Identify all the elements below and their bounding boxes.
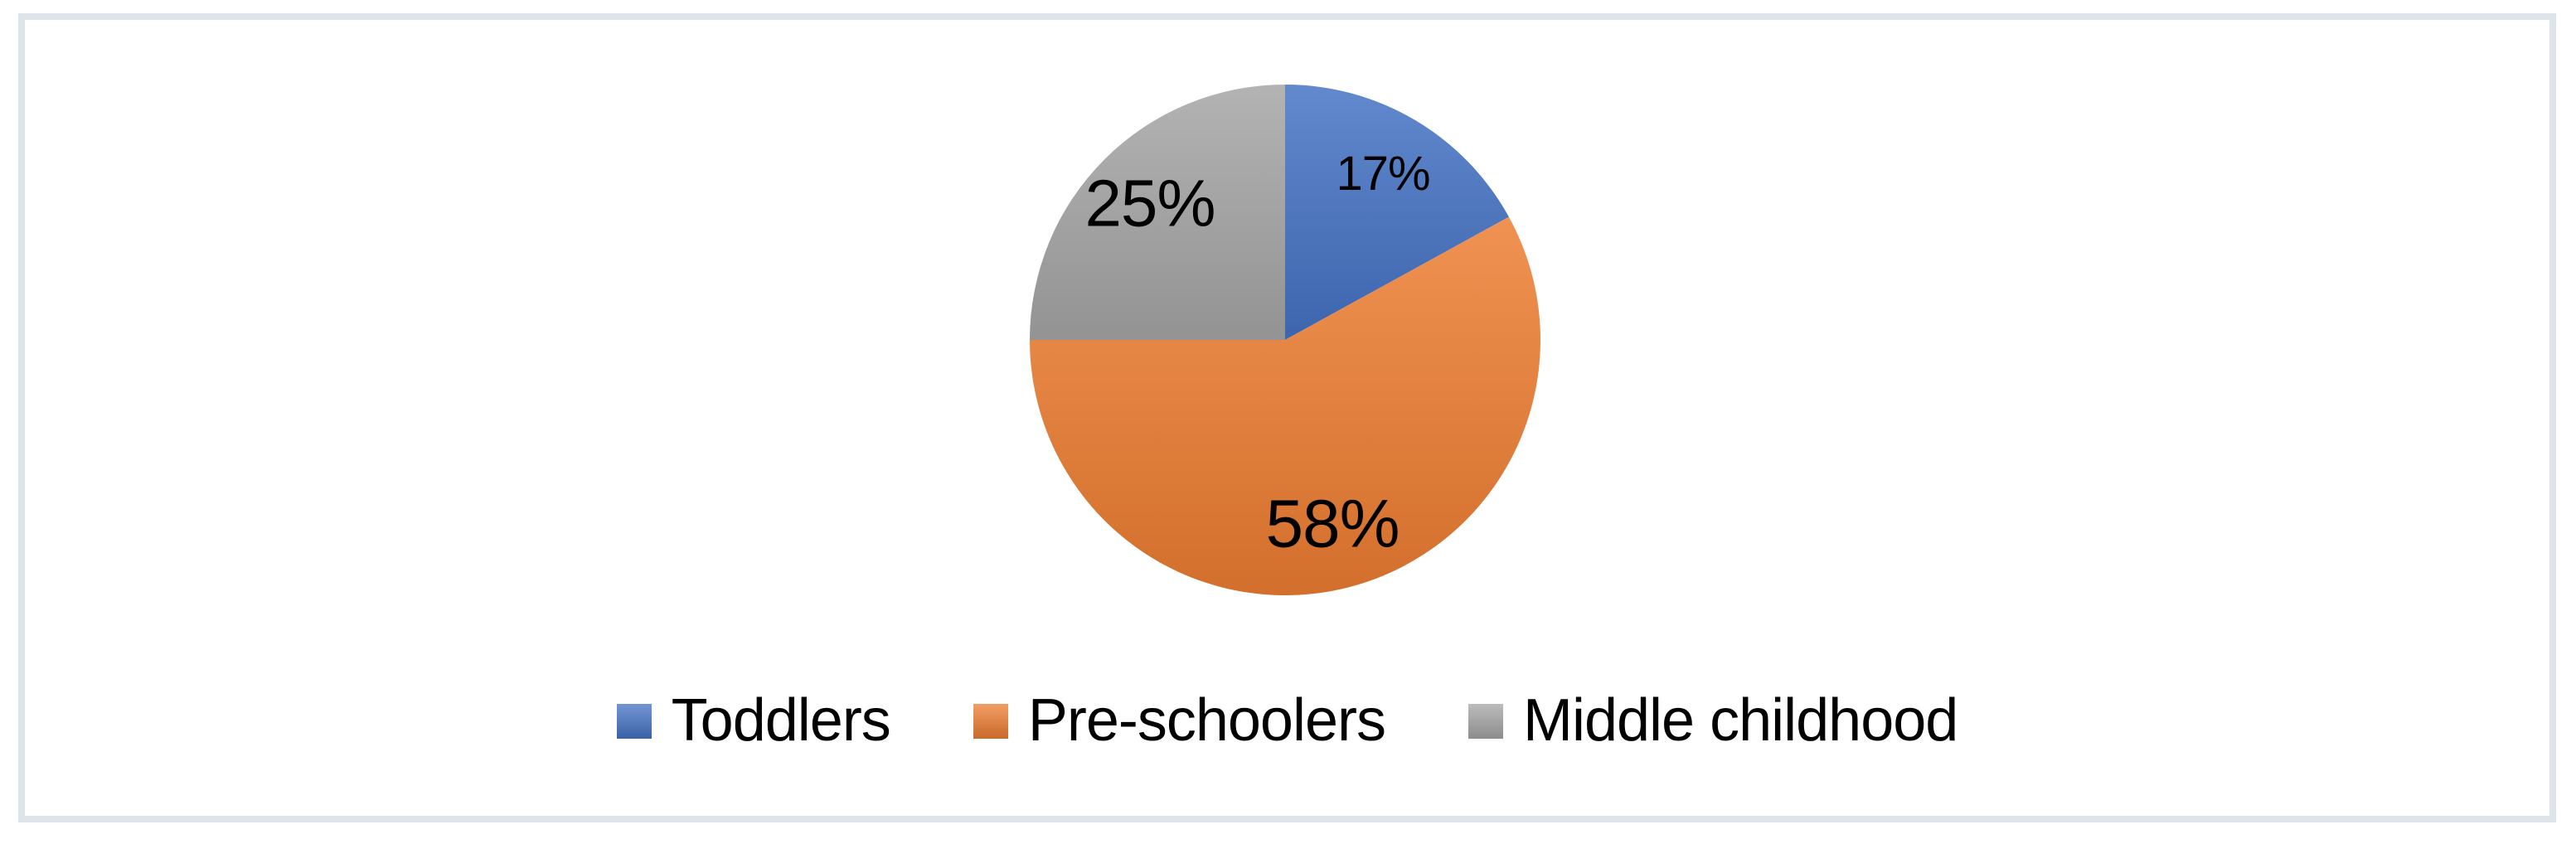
legend-item-middle-childhood: Middle childhood (1467, 687, 1958, 754)
chart-legend: Toddlers Pre-schoolers Middle childhood (25, 687, 2549, 754)
chart-frame: 17% 58% 25% Toddlers Pre-schoolers Middle … (18, 13, 2556, 822)
pie-chart (1030, 85, 1540, 596)
legend-item-pre-schoolers: Pre-schoolers (973, 687, 1386, 754)
legend-label: Middle childhood (1522, 687, 1958, 754)
legend-label: Toddlers (671, 687, 891, 754)
pie-slice-pre-schoolers (1030, 216, 1540, 596)
legend-label: Pre-schoolers (1027, 687, 1386, 754)
legend-swatch-middle-childhood (1467, 703, 1503, 739)
pie-slice-toddlers (1285, 85, 1509, 340)
legend-swatch-pre-schoolers (973, 703, 1008, 739)
pie-slice-middle-childhood (1030, 85, 1285, 340)
legend-swatch-toddlers (616, 703, 652, 739)
legend-item-toddlers: Toddlers (616, 687, 891, 754)
